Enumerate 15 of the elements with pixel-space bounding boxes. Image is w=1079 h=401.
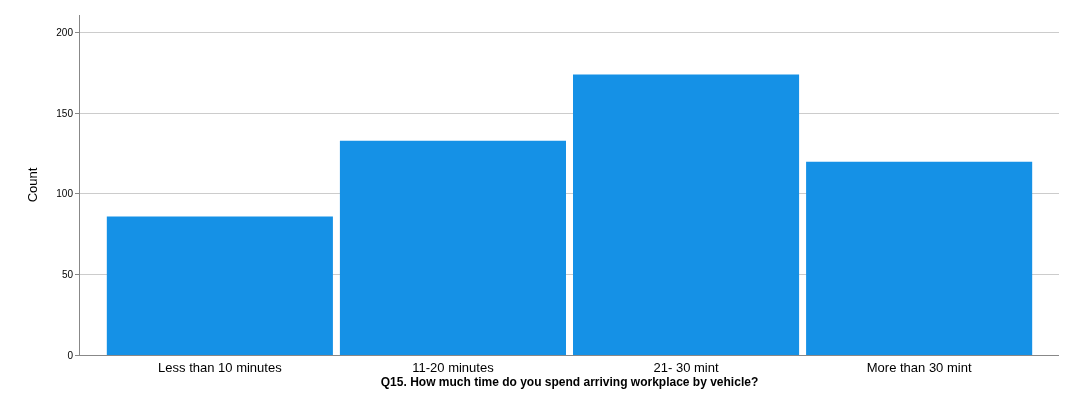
bar <box>573 74 800 355</box>
y-tick-label: 150 <box>56 107 74 119</box>
bar <box>339 140 566 355</box>
x-tick-label: Less than 10 minutes <box>158 359 283 375</box>
x-tick-label: 11-20 minutes <box>412 359 495 375</box>
x-axis-title: Q15. How much time do you spend arriving workplace by vehicle? <box>380 375 759 390</box>
y-tick-label: 0 <box>67 349 74 361</box>
x-tick-label: More than 30 mint <box>866 359 972 375</box>
x-tick-label: 21- 30 mint <box>653 359 719 375</box>
y-tick-label: 200 <box>56 27 74 39</box>
y-tick-label: 100 <box>56 188 74 200</box>
bar <box>106 216 333 355</box>
y-tick-label: 50 <box>61 268 74 280</box>
y-axis-title: Count <box>25 167 41 203</box>
bar <box>806 161 1033 355</box>
